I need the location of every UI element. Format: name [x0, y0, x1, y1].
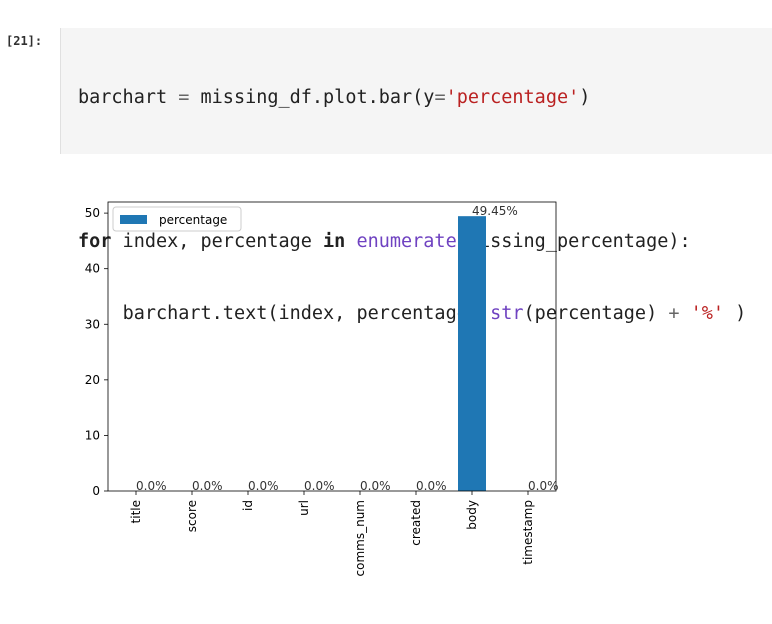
x-tick-label: body — [465, 500, 479, 530]
x-tick-label: score — [185, 500, 199, 532]
cell-prompt: [21]: — [6, 34, 43, 48]
data-label: 0.0% — [304, 479, 335, 493]
legend-swatch — [120, 215, 147, 224]
x-tick-label: url — [297, 500, 311, 516]
x-tick-label: timestamp — [521, 500, 535, 565]
bar-body — [458, 216, 486, 491]
y-tick-label: 40 — [85, 262, 100, 276]
code-line-2 — [78, 158, 772, 182]
x-tick-label: id — [241, 500, 255, 511]
legend-label: percentage — [159, 213, 227, 227]
bar-chart: 0 10 20 30 40 50 title score id url comms_num creat… — [85, 201, 559, 576]
y-tick-label: 20 — [85, 373, 100, 387]
code-line-3: for index, percentage in enumerate(missi… — [78, 231, 691, 252]
data-label: 0.0% — [528, 479, 559, 493]
output-area: 0 10 20 30 40 50 title score id url comms_num creat… — [60, 185, 772, 605]
y-tick-label: 0 — [92, 484, 100, 498]
x-tick-label: comms_num — [353, 500, 367, 576]
data-label: 0.0% — [248, 479, 279, 493]
y-tick-label: 10 — [85, 428, 100, 442]
x-tick-label: created — [409, 500, 423, 546]
data-label: 0.0% — [192, 479, 223, 493]
code-line-4: barchart.text(index, percentage, str(per… — [122, 303, 747, 324]
x-tick-label: title — [129, 500, 143, 523]
plot-frame — [107, 201, 557, 492]
legend-box — [112, 206, 242, 232]
y-tick-label: 30 — [85, 317, 100, 331]
data-label: 0.0% — [136, 479, 167, 493]
y-tick-label: 50 — [85, 206, 100, 220]
data-label: 0.0% — [416, 479, 447, 493]
code-cell[interactable]: barchart = missing_df.plot.bar(y='percen… — [60, 28, 772, 324]
data-label: 0.0% — [360, 479, 391, 493]
data-label: 49.45% — [472, 204, 518, 218]
code-line-1: barchart = missing_df.plot.bar(y='percen… — [78, 87, 591, 108]
